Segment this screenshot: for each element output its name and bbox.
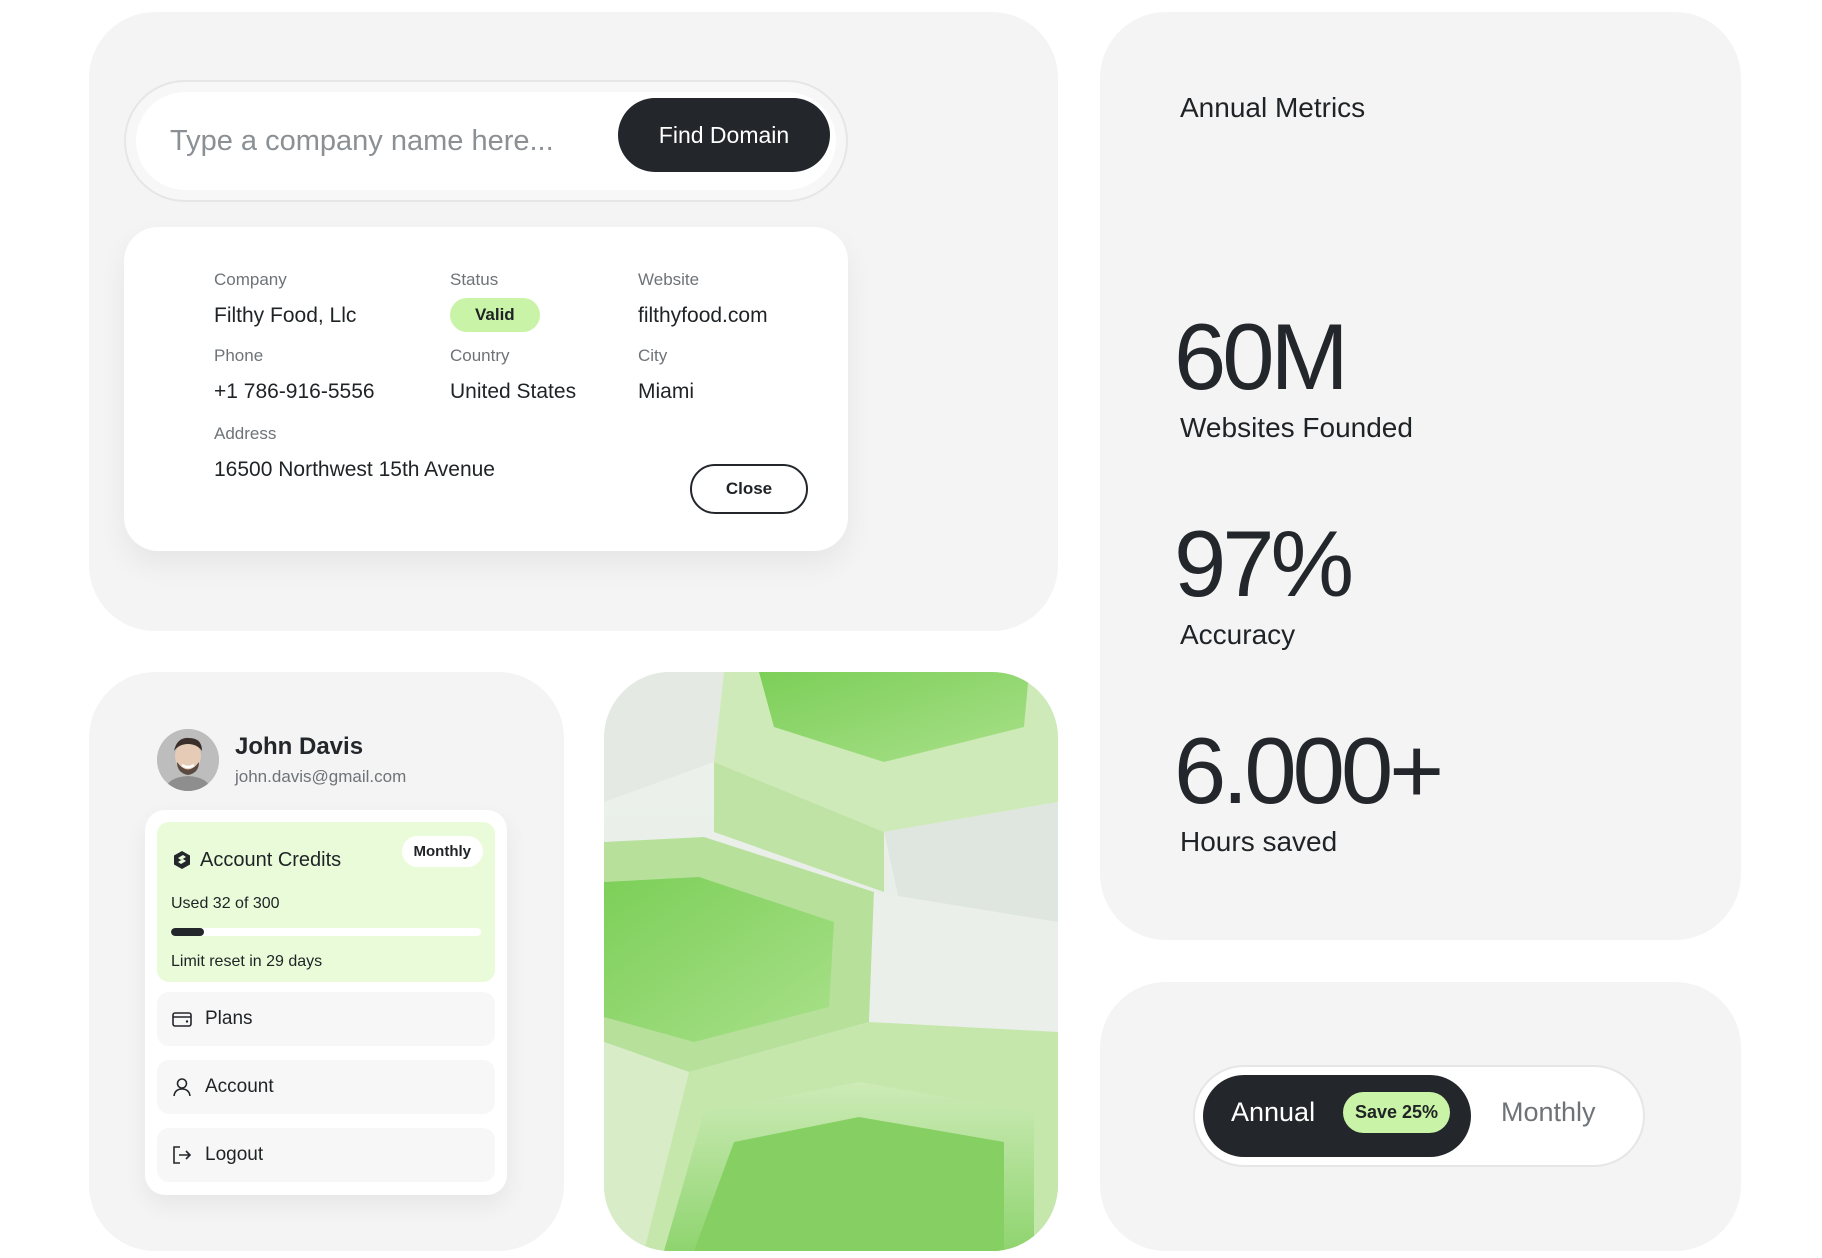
credits-period-badge: Monthly	[401, 836, 483, 867]
menu-item-plans-label: Plans	[205, 1008, 253, 1029]
company-label: Company	[214, 270, 287, 289]
company-field: Company Filthy Food, Llc	[214, 270, 356, 328]
company-search-input[interactable]	[170, 92, 590, 190]
city-field: City Miami	[638, 346, 694, 404]
country-field: Country United States	[450, 346, 576, 404]
company-value: Filthy Food, Llc	[214, 304, 357, 327]
menu-item-logout[interactable]: Logout	[157, 1128, 495, 1182]
credits-reset-text: Limit reset in 29 days	[171, 953, 323, 970]
menu-item-logout-label: Logout	[205, 1144, 264, 1165]
credits-progress-fill	[171, 928, 205, 936]
billing-period-toggle: Annual Save 25% Monthly	[1193, 1065, 1645, 1167]
phone-field: Phone +1 786-916-5556	[214, 346, 375, 404]
user-name: John Davis	[235, 733, 364, 760]
account-credits-box: Account Credits Monthly Used 32 of 300 L…	[157, 822, 495, 982]
status-field: Status Valid	[450, 270, 540, 332]
menu-item-plans[interactable]: Plans	[157, 992, 495, 1046]
city-value: Miami	[638, 380, 694, 403]
annual-label: Annual	[1231, 1097, 1316, 1127]
website-field: Website filthyfood.com	[638, 270, 768, 328]
avatar[interactable]	[157, 729, 219, 791]
credits-icon	[174, 851, 190, 869]
metric-label-websites: Websites Founded	[1180, 412, 1413, 443]
search-bar: Find Domain	[124, 80, 848, 202]
user-icon	[173, 1078, 191, 1097]
avatar-portrait-icon	[157, 729, 219, 791]
address-label: Address	[214, 424, 277, 443]
status-label: Status	[450, 270, 499, 289]
annual-metrics-panel: Annual Metrics 60M Websites Founded 97% …	[1100, 12, 1741, 940]
account-credits-title: Account Credits	[200, 849, 342, 871]
user-email: john.davis@gmail.com	[235, 767, 407, 786]
search-bar-inner: Find Domain	[136, 92, 836, 190]
annual-option[interactable]: Annual Save 25%	[1203, 1075, 1471, 1157]
hexagon-pattern-illustration	[604, 672, 1058, 1251]
website-value: filthyfood.com	[638, 304, 768, 327]
city-label: City	[638, 346, 668, 365]
phone-value: +1 786-916-5556	[214, 380, 375, 403]
address-field: Address 16500 Northwest 15th Avenue	[214, 424, 495, 482]
metric-value-hours: 6.000+	[1174, 718, 1444, 823]
close-button[interactable]: Close	[690, 464, 808, 514]
country-label: Country	[450, 346, 510, 365]
credits-progress-bar	[171, 928, 481, 936]
metrics-title: Annual Metrics	[1180, 92, 1366, 123]
metric-label-accuracy: Accuracy	[1180, 619, 1296, 650]
status-badge: Valid	[450, 298, 540, 332]
metric-label-hours: Hours saved	[1180, 826, 1338, 857]
wallet-icon	[172, 1012, 192, 1027]
credits-used-text: Used 32 of 300	[171, 895, 280, 912]
phone-label: Phone	[214, 346, 264, 365]
menu-item-account[interactable]: Account	[157, 1060, 495, 1114]
address-value: 16500 Northwest 15th Avenue	[214, 458, 495, 481]
account-menu-card: Account Credits Monthly Used 32 of 300 L…	[145, 810, 507, 1195]
menu-item-account-label: Account	[205, 1076, 274, 1097]
metric-value-accuracy: 97%	[1174, 511, 1354, 616]
monthly-option[interactable]: Monthly	[1501, 1097, 1596, 1127]
hexagon-art-image	[604, 672, 1058, 1251]
country-value: United States	[450, 380, 577, 403]
company-info-card: Company Filthy Food, Llc Status Valid We…	[124, 227, 848, 551]
save-badge: Save 25%	[1343, 1092, 1451, 1133]
metric-value-websites: 60M	[1174, 304, 1349, 409]
find-domain-button[interactable]: Find Domain	[618, 98, 830, 172]
logout-icon	[173, 1146, 192, 1164]
website-label: Website	[638, 270, 700, 289]
